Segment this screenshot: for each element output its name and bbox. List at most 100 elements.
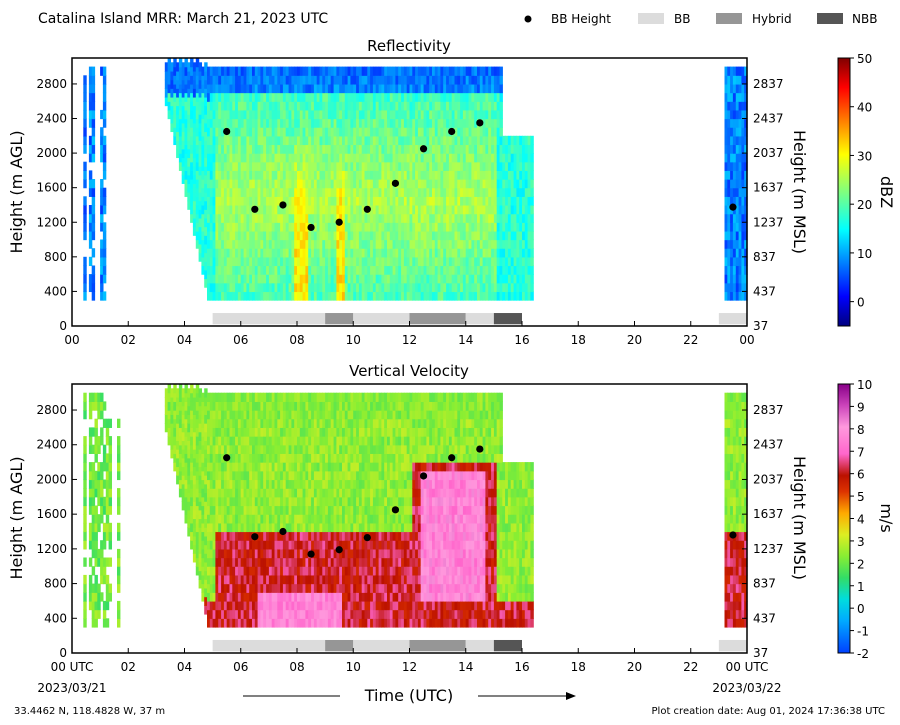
heatmap-cell	[522, 256, 526, 267]
heatmap-cell	[491, 127, 495, 137]
heatmap-cell	[491, 170, 495, 180]
heatmap-cell	[477, 101, 481, 111]
heatmap-cell	[280, 522, 284, 533]
heatmap-cell	[263, 600, 267, 611]
heatmap-cell	[443, 196, 447, 206]
heatmap-cell	[274, 418, 278, 428]
heatmap-cell	[195, 496, 200, 507]
heatmap-cell	[226, 291, 231, 301]
heatmap-cell	[358, 222, 363, 232]
heatmap-cell	[505, 230, 509, 241]
heatmap-cell	[294, 566, 298, 576]
heatmap-cell	[226, 479, 231, 489]
heatmap-cell	[738, 291, 743, 301]
heatmap-cell	[378, 213, 383, 223]
heatmap-cell	[246, 213, 250, 223]
heatmap-cell	[347, 222, 352, 232]
heatmap-cell	[339, 256, 343, 267]
heatmap-cell	[291, 248, 295, 258]
heatmap-cell	[229, 161, 233, 171]
heatmap-cell	[291, 170, 295, 180]
heatmap-cell	[465, 230, 470, 241]
heatmap-cell	[412, 222, 416, 232]
heatmap-cell	[403, 75, 408, 85]
heatmap-cell	[327, 213, 332, 223]
heatmap-cell	[420, 153, 425, 163]
heatmap-cell	[288, 574, 293, 585]
heatmap-cell	[403, 256, 408, 267]
heatmap-cell	[356, 205, 360, 215]
heatmap-cell	[277, 230, 281, 241]
heatmap-cell	[198, 252, 203, 262]
heatmap-cell	[353, 239, 357, 249]
heatmap-cell	[274, 444, 278, 454]
heatmap-cell	[212, 418, 217, 428]
heatmap-cell	[102, 291, 107, 301]
heatmap-cell	[319, 239, 323, 249]
heatmap-cell	[735, 205, 740, 215]
heatmap-cell	[221, 531, 225, 541]
heatmap-cell	[403, 161, 408, 171]
heatmap-cell	[232, 566, 236, 576]
heatmap-cell	[409, 291, 413, 301]
heatmap-cell	[190, 514, 194, 524]
panel-title: Vertical Velocity	[349, 362, 469, 380]
heatmap-cell	[412, 282, 416, 293]
heatmap-cell	[336, 127, 340, 137]
heatmap-cell	[305, 118, 309, 128]
heatmap-cell	[282, 256, 287, 267]
heatmap-cell	[280, 135, 284, 146]
heatmap-cell	[522, 153, 526, 163]
heatmap-cell	[266, 101, 270, 111]
heatmap-cell	[434, 196, 439, 206]
heatmap-cell	[367, 196, 371, 206]
heatmap-cell	[268, 161, 273, 171]
heatmap-cell	[176, 457, 180, 468]
heatmap-cell	[311, 213, 315, 223]
colorbar-tick-label: 10	[857, 247, 872, 261]
heatmap-cell	[457, 291, 461, 301]
heatmap-cell	[218, 144, 222, 154]
heatmap-cell	[468, 127, 473, 137]
heatmap-cell	[252, 609, 256, 619]
heatmap-cell	[221, 418, 225, 428]
heatmap-cell	[398, 170, 402, 180]
heatmap-cell	[102, 92, 107, 102]
heatmap-cell	[735, 179, 740, 189]
heatmap-cell	[221, 609, 225, 619]
heatmap-cell	[513, 282, 518, 293]
heatmap-cell	[437, 170, 442, 180]
heatmap-cell	[232, 127, 236, 137]
heatmap-cell	[232, 514, 236, 524]
heatmap-cell	[91, 274, 96, 284]
heatmap-cell	[381, 256, 385, 267]
heatmap-cell	[308, 230, 312, 241]
heatmap-cell	[738, 75, 743, 85]
heatmap-cell	[102, 444, 107, 454]
heatmap-cell	[105, 488, 110, 498]
heatmap-cell	[305, 75, 309, 85]
heatmap-cell	[184, 170, 188, 180]
heatmap-cell	[226, 600, 231, 611]
heatmap-cell	[170, 105, 174, 115]
heatmap-cell	[732, 75, 737, 85]
heatmap-cell	[440, 75, 444, 85]
heatmap-cell	[173, 127, 177, 137]
heatmap-cell	[305, 205, 309, 215]
heatmap-cell	[207, 496, 211, 507]
heatmap-cell	[235, 213, 239, 223]
heatmap-cell	[417, 187, 422, 197]
heatmap-cell	[496, 248, 501, 258]
heatmap-cell	[285, 531, 290, 541]
heatmap-cell	[415, 153, 419, 163]
heatmap-cell	[327, 83, 332, 94]
heatmap-cell	[212, 488, 217, 498]
heatmap-cell	[184, 92, 188, 102]
heatmap-cell	[342, 127, 346, 137]
heatmap-cell	[727, 75, 731, 85]
heatmap-cell	[417, 153, 422, 163]
heatmap-cell	[291, 230, 295, 241]
heatmap-cell	[370, 75, 374, 85]
heatmap-cell	[395, 196, 399, 206]
heatmap-cell	[451, 291, 456, 301]
